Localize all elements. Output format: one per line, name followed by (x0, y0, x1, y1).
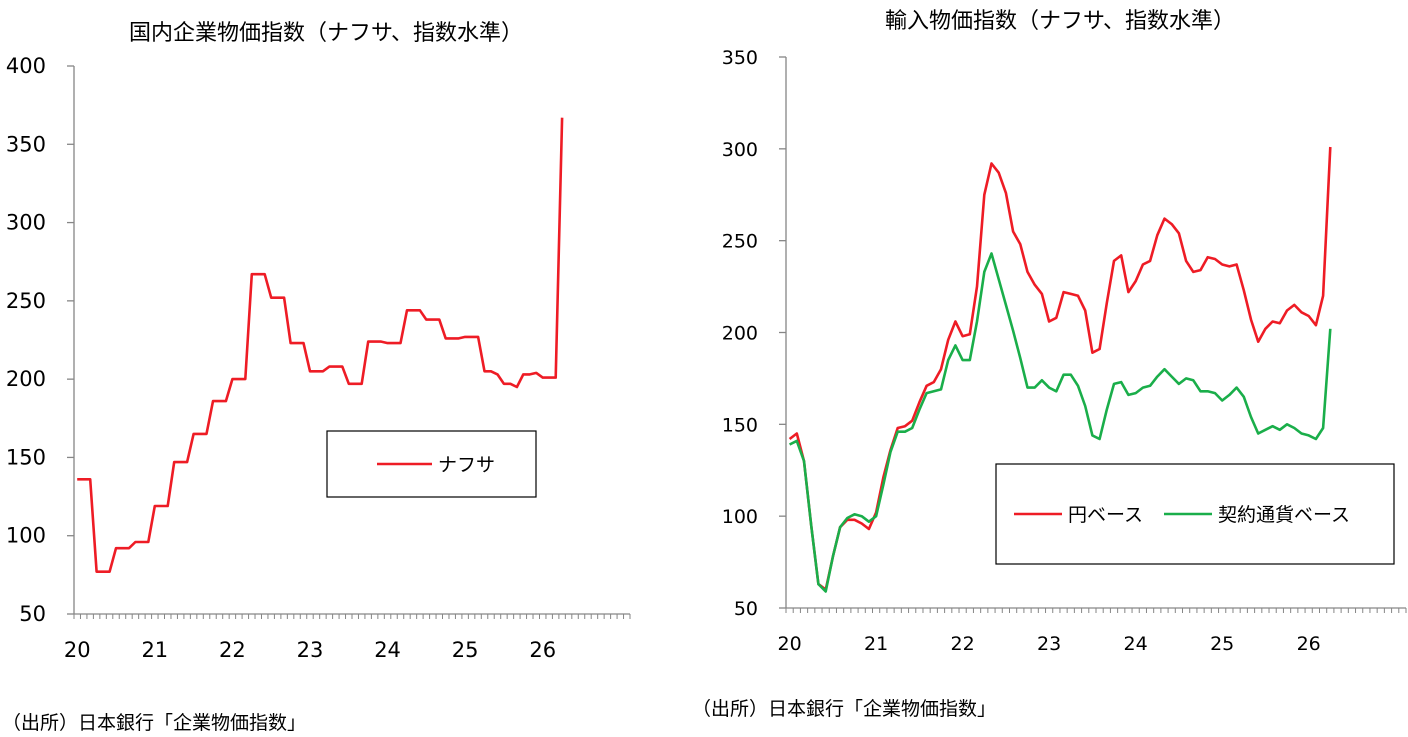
y-tick-label: 400 (6, 54, 46, 78)
y-tick-label: 50 (19, 602, 46, 626)
y-tick-label: 150 (722, 414, 758, 436)
x-tick-label: 26 (1297, 633, 1321, 655)
series-line-ナフサ (77, 117, 564, 574)
x-tick-label: 24 (374, 638, 401, 662)
series-line-契約通貨ベース (789, 252, 1332, 593)
y-tick-label: 200 (6, 367, 46, 391)
source-note-right: （出所）日本銀行「企業物価指数」 (692, 698, 997, 720)
y-tick-label: 250 (6, 289, 46, 313)
y-tick-label: 100 (6, 524, 46, 548)
source-note-left: （出所）日本銀行「企業物価指数」 (2, 712, 307, 734)
x-tick-label: 25 (1210, 633, 1234, 655)
y-tick-label: 300 (6, 211, 46, 235)
y-tick-label: 150 (6, 445, 46, 469)
x-tick-label: 26 (529, 638, 556, 662)
import-price-chart: 輸入物価指数（ナフサ、指数水準） 50 100 150 200 250 300 350 20 21… (722, 9, 1407, 655)
chart-title: 国内企業物価指数（ナフサ、指数水準） (129, 21, 523, 46)
x-tick-label: 23 (1037, 633, 1061, 655)
x-tick-label: 22 (219, 638, 246, 662)
x-tick-label: 23 (297, 638, 324, 662)
y-tick-label: 50 (734, 598, 758, 620)
legend-label: ナフサ (438, 454, 495, 476)
x-tick-label: 21 (141, 638, 168, 662)
x-tick-label: 24 (1124, 633, 1148, 655)
y-tick-label: 100 (722, 506, 758, 528)
x-tick-label: 21 (864, 633, 888, 655)
legend-label: 契約通貨ベース (1218, 504, 1350, 526)
y-tick-label: 200 (722, 323, 758, 345)
y-tick-label: 350 (6, 132, 46, 156)
x-tick-label: 20 (778, 633, 802, 655)
y-tick-label: 350 (722, 47, 758, 69)
y-tick-label: 300 (722, 139, 758, 161)
legend-label: 円ベース (1068, 504, 1143, 526)
chart-title: 輸入物価指数（ナフサ、指数水準） (885, 9, 1235, 34)
y-tick-label: 250 (722, 231, 758, 253)
x-tick-label: 20 (64, 638, 91, 662)
x-tick-label: 25 (452, 638, 479, 662)
x-tick-label: 22 (951, 633, 975, 655)
domestic-price-chart: 国内企業物価指数（ナフサ、指数水準） 50 100 150 200 250 300 350 40… (6, 21, 631, 662)
